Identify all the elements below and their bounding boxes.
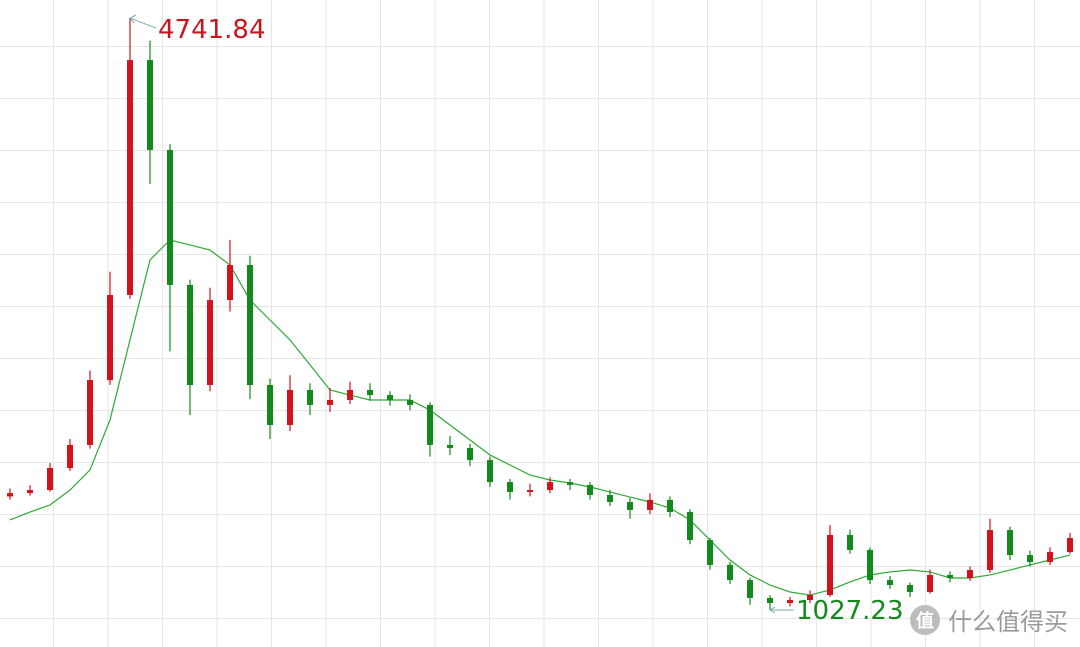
candle-body (367, 389, 373, 396)
candle-body (727, 564, 733, 581)
candle-body (427, 404, 433, 445)
candle-body (207, 300, 213, 386)
candle-body (647, 499, 653, 510)
candle-body (547, 482, 553, 491)
candle-body (867, 549, 873, 581)
candle-body (567, 482, 573, 485)
candle-body (1007, 530, 1013, 556)
candle-body (887, 580, 893, 586)
candle-body (447, 444, 453, 448)
candle-body (927, 574, 933, 593)
max-leader (129, 14, 157, 29)
candle-body (327, 399, 333, 405)
logo: 值 (910, 604, 940, 635)
candle-body (747, 580, 753, 598)
candle-body (467, 447, 473, 461)
candle-body (507, 482, 513, 492)
candle-body (767, 597, 773, 604)
min-leader (769, 606, 794, 614)
candle-body (587, 484, 593, 495)
candle-body (407, 399, 413, 405)
candle-body (287, 389, 293, 426)
candle-body (967, 570, 973, 578)
candle-body (87, 380, 93, 445)
candle-body (27, 490, 33, 494)
candle-body (1027, 555, 1033, 563)
candle-body (247, 265, 253, 386)
candle-body (227, 265, 233, 301)
candle-body (107, 294, 113, 381)
candle-body (307, 389, 313, 405)
candle-body (167, 149, 173, 285)
max-label: 4741.84 (158, 15, 266, 45)
candle-body (1067, 537, 1073, 553)
candle-body (947, 574, 953, 578)
candle-body (827, 534, 833, 596)
candle-body (147, 60, 153, 150)
candle-body (687, 512, 693, 541)
candle-body (487, 460, 493, 483)
candle-body (847, 534, 853, 550)
candle-body (627, 501, 633, 510)
min-label: 1027.23 (796, 596, 904, 626)
candle-body (807, 595, 813, 600)
candle-body (707, 540, 713, 565)
candle-body (7, 493, 13, 497)
candle-body (987, 530, 993, 571)
watermark-text: 什么值得买 (948, 608, 1068, 636)
candle-body (527, 490, 533, 492)
candle-body (47, 468, 53, 491)
candle-body (907, 585, 913, 593)
candle-body (787, 599, 793, 604)
watermark: 值 什么值得买 (910, 602, 1068, 637)
candle-body (607, 494, 613, 502)
candle-body (387, 395, 393, 400)
candle-body (187, 284, 193, 386)
candle-body (347, 389, 353, 400)
candle-body (267, 385, 273, 426)
candle-body (667, 499, 673, 513)
candle-body (127, 60, 133, 295)
candle-body (67, 444, 73, 469)
moving-average (9, 239, 1071, 596)
candle-body (1047, 552, 1053, 563)
